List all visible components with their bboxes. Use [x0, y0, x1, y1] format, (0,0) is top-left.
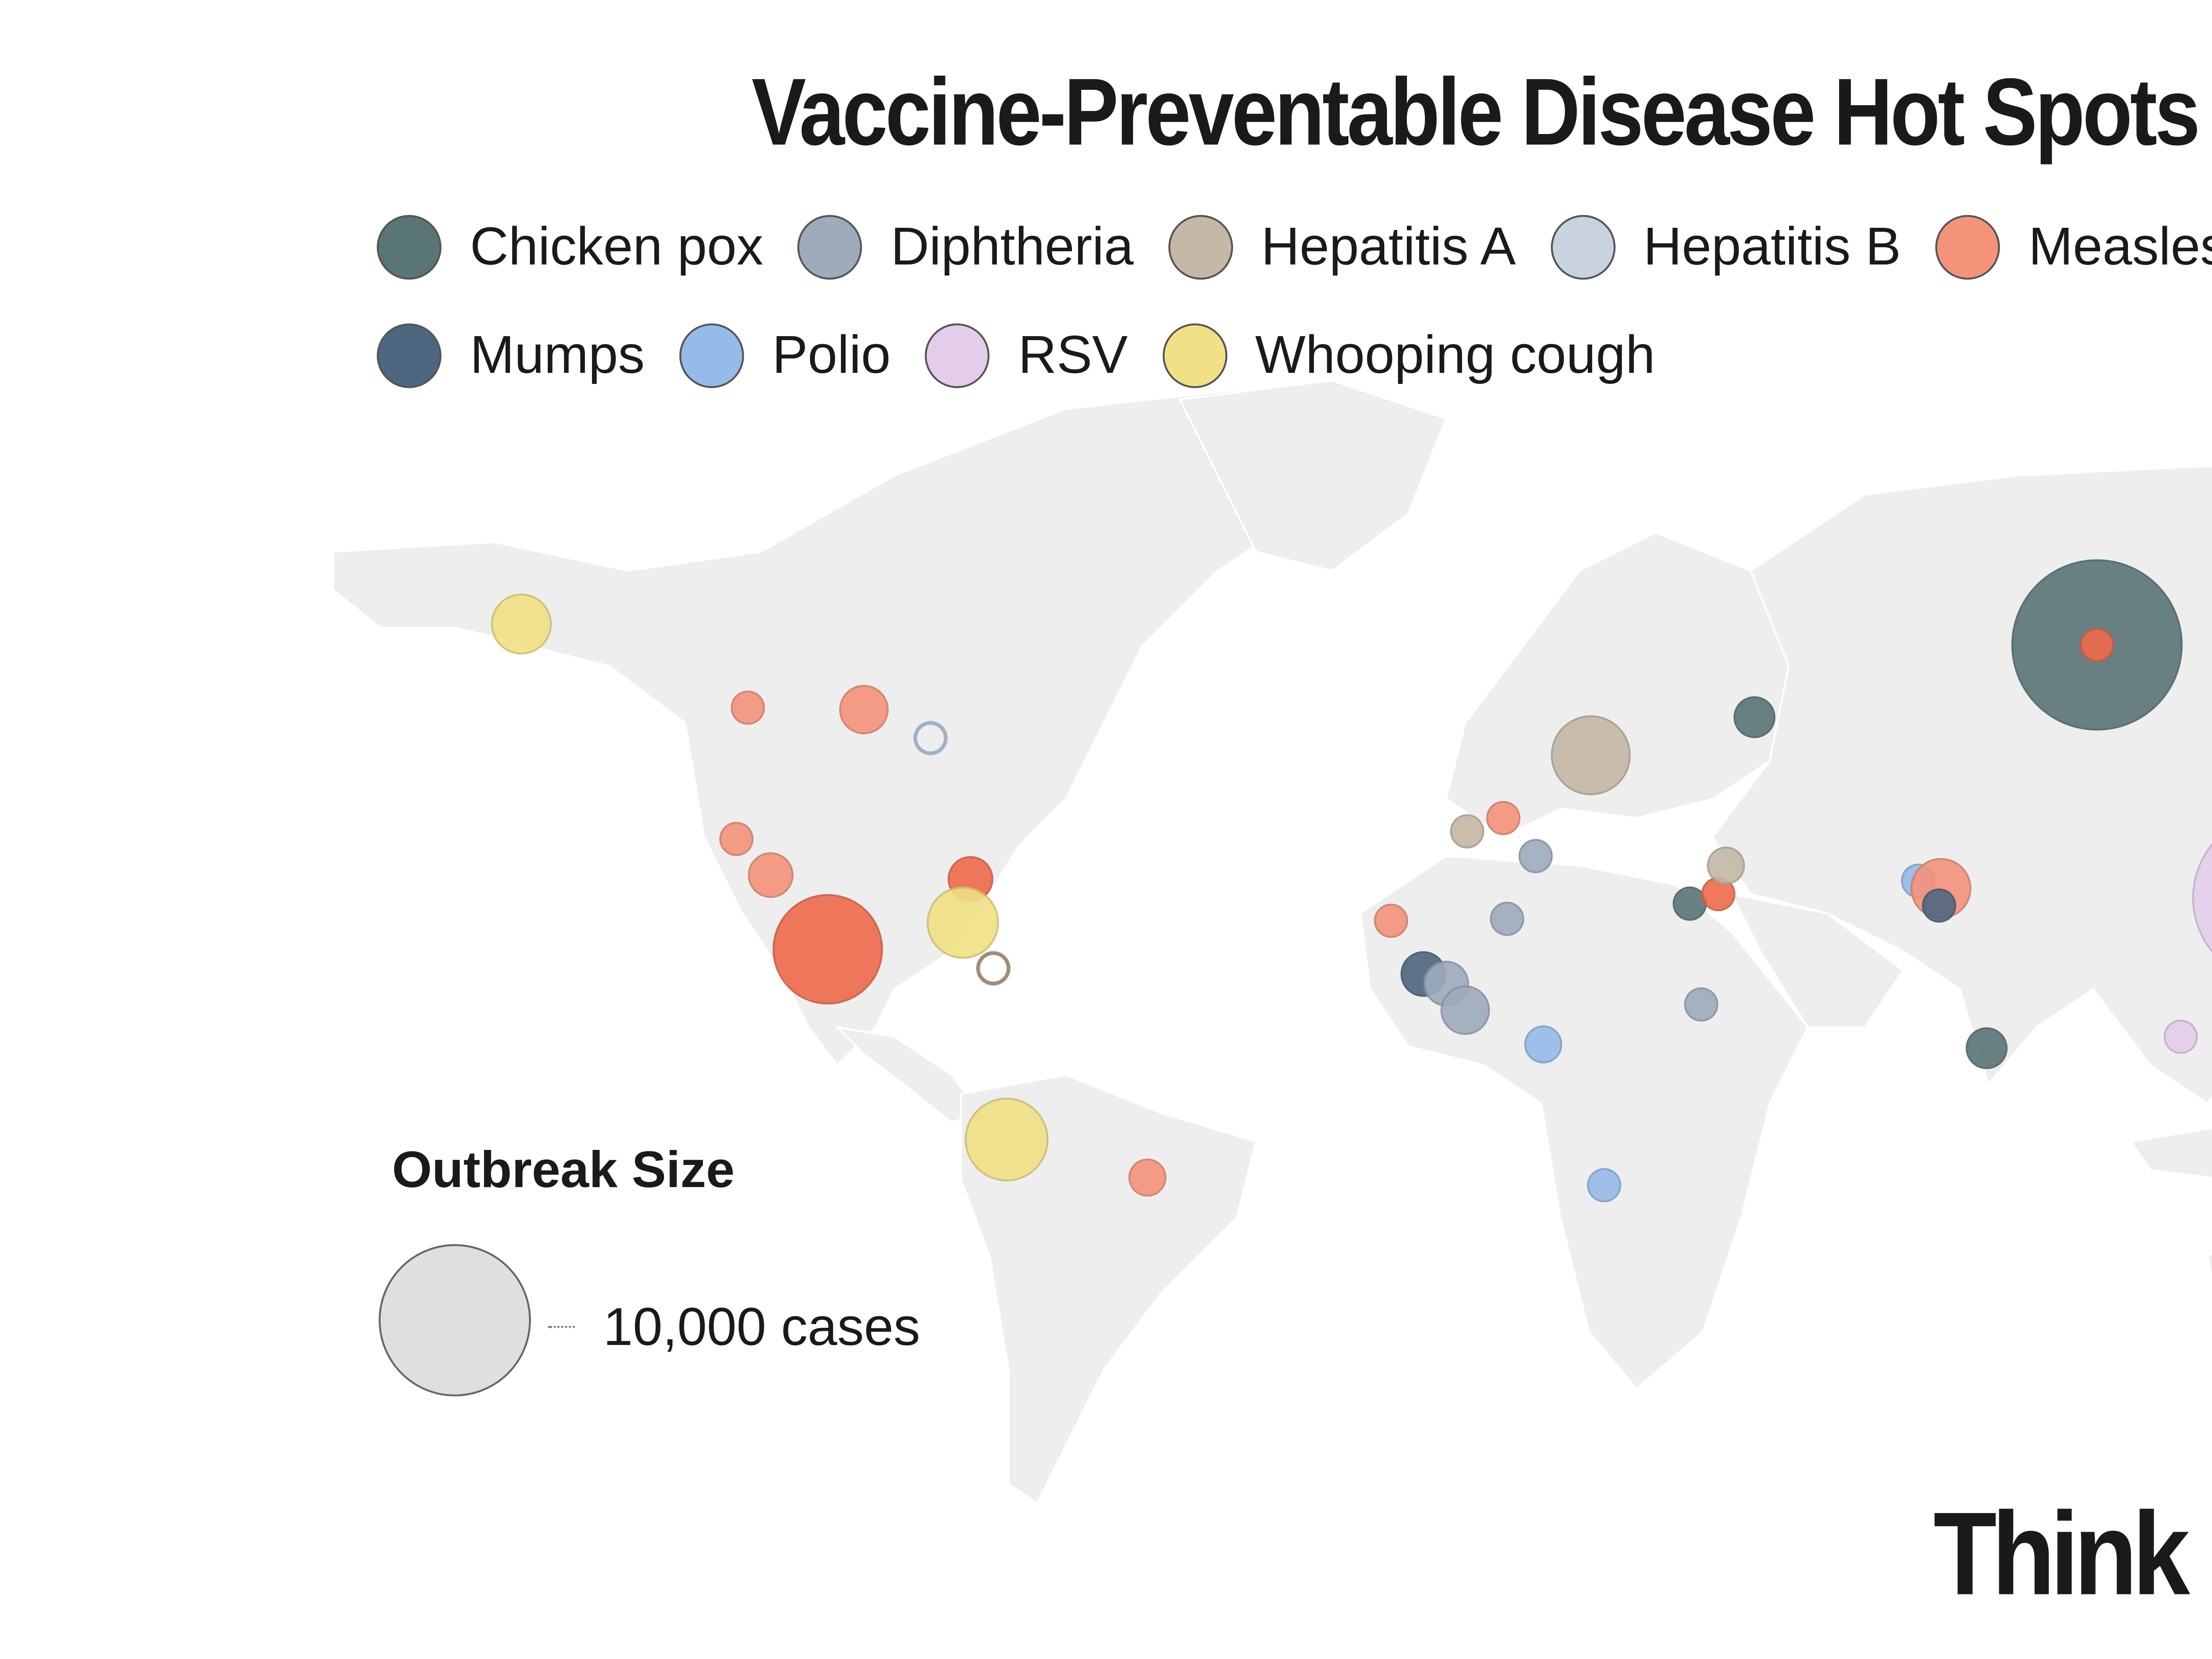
- outbreak-bubble-chicken-pox[interactable]: [1733, 696, 1776, 738]
- central-america-landmass: [834, 1026, 982, 1124]
- outbreak-bubble-measles[interactable]: [1128, 1158, 1167, 1197]
- outbreak-bubble-hepatitis-a[interactable]: [1450, 814, 1485, 849]
- outbreak-bubble-rsv[interactable]: [2163, 1019, 2198, 1054]
- outbreak-bubble-polio[interactable]: [1587, 1168, 1621, 1203]
- europe-landmass: [1445, 532, 1790, 839]
- outbreak-bubble-hepatitis-b[interactable]: [913, 721, 948, 755]
- outbreak-bubble-diphtheria[interactable]: [1490, 901, 1525, 936]
- measles-swatch-icon: [1935, 215, 2000, 280]
- legend-item-chicken-pox[interactable]: Chicken pox: [376, 215, 763, 280]
- outbreak-bubble-whooping-cough[interactable]: [491, 594, 552, 655]
- brand-logo: Think Global Health: [1933, 1489, 2212, 1621]
- outbreak-bubble-measles[interactable]: [2080, 628, 2114, 662]
- legend-item-rsv[interactable]: RSV: [925, 323, 1128, 388]
- outbreak-bubble-measles[interactable]: [1374, 904, 1408, 938]
- legend-item-diphtheria[interactable]: Diphtheria: [797, 215, 1133, 280]
- outbreak-bubble-diphtheria[interactable]: [1684, 987, 1719, 1022]
- chart-title: Vaccine-Preventable Disease Hot Spots: [751, 59, 2200, 166]
- outbreak-bubble-measles[interactable]: [839, 685, 889, 735]
- hepatitis-b-swatch-icon: [1550, 215, 1615, 280]
- whooping-cough-swatch-icon: [1162, 323, 1227, 388]
- outbreak-bubble-measles[interactable]: [1486, 801, 1521, 835]
- legend-item-polio[interactable]: Polio: [679, 323, 891, 388]
- hepatitis-a-swatch-icon: [1167, 215, 1233, 280]
- africa-landmass: [1359, 855, 1809, 1391]
- outbreak-bubble-chicken-pox[interactable]: [1966, 1027, 2008, 1069]
- legend-item-whooping-cough[interactable]: Whooping cough: [1162, 323, 1655, 388]
- south-america-landmass: [960, 1074, 1257, 1505]
- legend-item-hepatitis-a[interactable]: Hepatitis A: [1167, 215, 1516, 280]
- outbreak-bubble-diphtheria[interactable]: [1518, 839, 1553, 874]
- outbreak-bubble-whooping-cough[interactable]: [964, 1097, 1049, 1182]
- size-leader-line: [548, 1326, 575, 1328]
- legend-row-2: Mumps Polio RSV Whooping cough: [376, 323, 1690, 388]
- outbreak-bubble-mumps[interactable]: [1922, 888, 1956, 923]
- size-legend-title: Outbreak Size: [392, 1141, 735, 1199]
- outbreak-bubble-chicken-pox[interactable]: [1672, 886, 1707, 921]
- legend-item-hepatitis-b[interactable]: Hepatitis B: [1550, 215, 1901, 280]
- southeast-asia-landmass: [2129, 1127, 2212, 1179]
- legend-item-mumps[interactable]: Mumps: [376, 323, 645, 388]
- mumps-swatch-icon: [376, 323, 442, 388]
- greenland-landmass: [1178, 379, 1448, 572]
- polio-swatch-icon: [679, 323, 744, 388]
- size-legend-label: 10,000 cases: [603, 1297, 921, 1356]
- outbreak-bubble-measles[interactable]: [719, 822, 754, 856]
- outbreak-bubble-hepatitis-a[interactable]: [1551, 715, 1631, 795]
- arabia-landmass: [1730, 893, 1905, 1028]
- outbreak-bubble-measles[interactable]: [748, 852, 794, 898]
- outbreak-bubble-diphtheria[interactable]: [1440, 985, 1490, 1035]
- outbreak-bubble-hepatitis-a[interactable]: [1707, 847, 1745, 885]
- outbreak-bubble-hepatitis-a[interactable]: [976, 951, 1010, 986]
- diphtheria-swatch-icon: [797, 215, 862, 280]
- chicken-pox-swatch-icon: [376, 215, 442, 280]
- outbreak-bubble-measles[interactable]: [772, 894, 883, 1005]
- legend-row-1: Chicken pox Diphtheria Hepatitis A Hepat…: [376, 215, 2212, 280]
- size-reference-circle-icon: [378, 1244, 531, 1397]
- outbreak-bubble-polio[interactable]: [1524, 1025, 1563, 1064]
- australia-landmass: [2206, 1252, 2212, 1284]
- rsv-swatch-icon: [925, 323, 990, 388]
- legend-item-measles[interactable]: Measles: [1935, 215, 2212, 280]
- outbreak-bubble-measles[interactable]: [730, 690, 765, 725]
- outbreak-bubble-whooping-cough[interactable]: [926, 886, 999, 959]
